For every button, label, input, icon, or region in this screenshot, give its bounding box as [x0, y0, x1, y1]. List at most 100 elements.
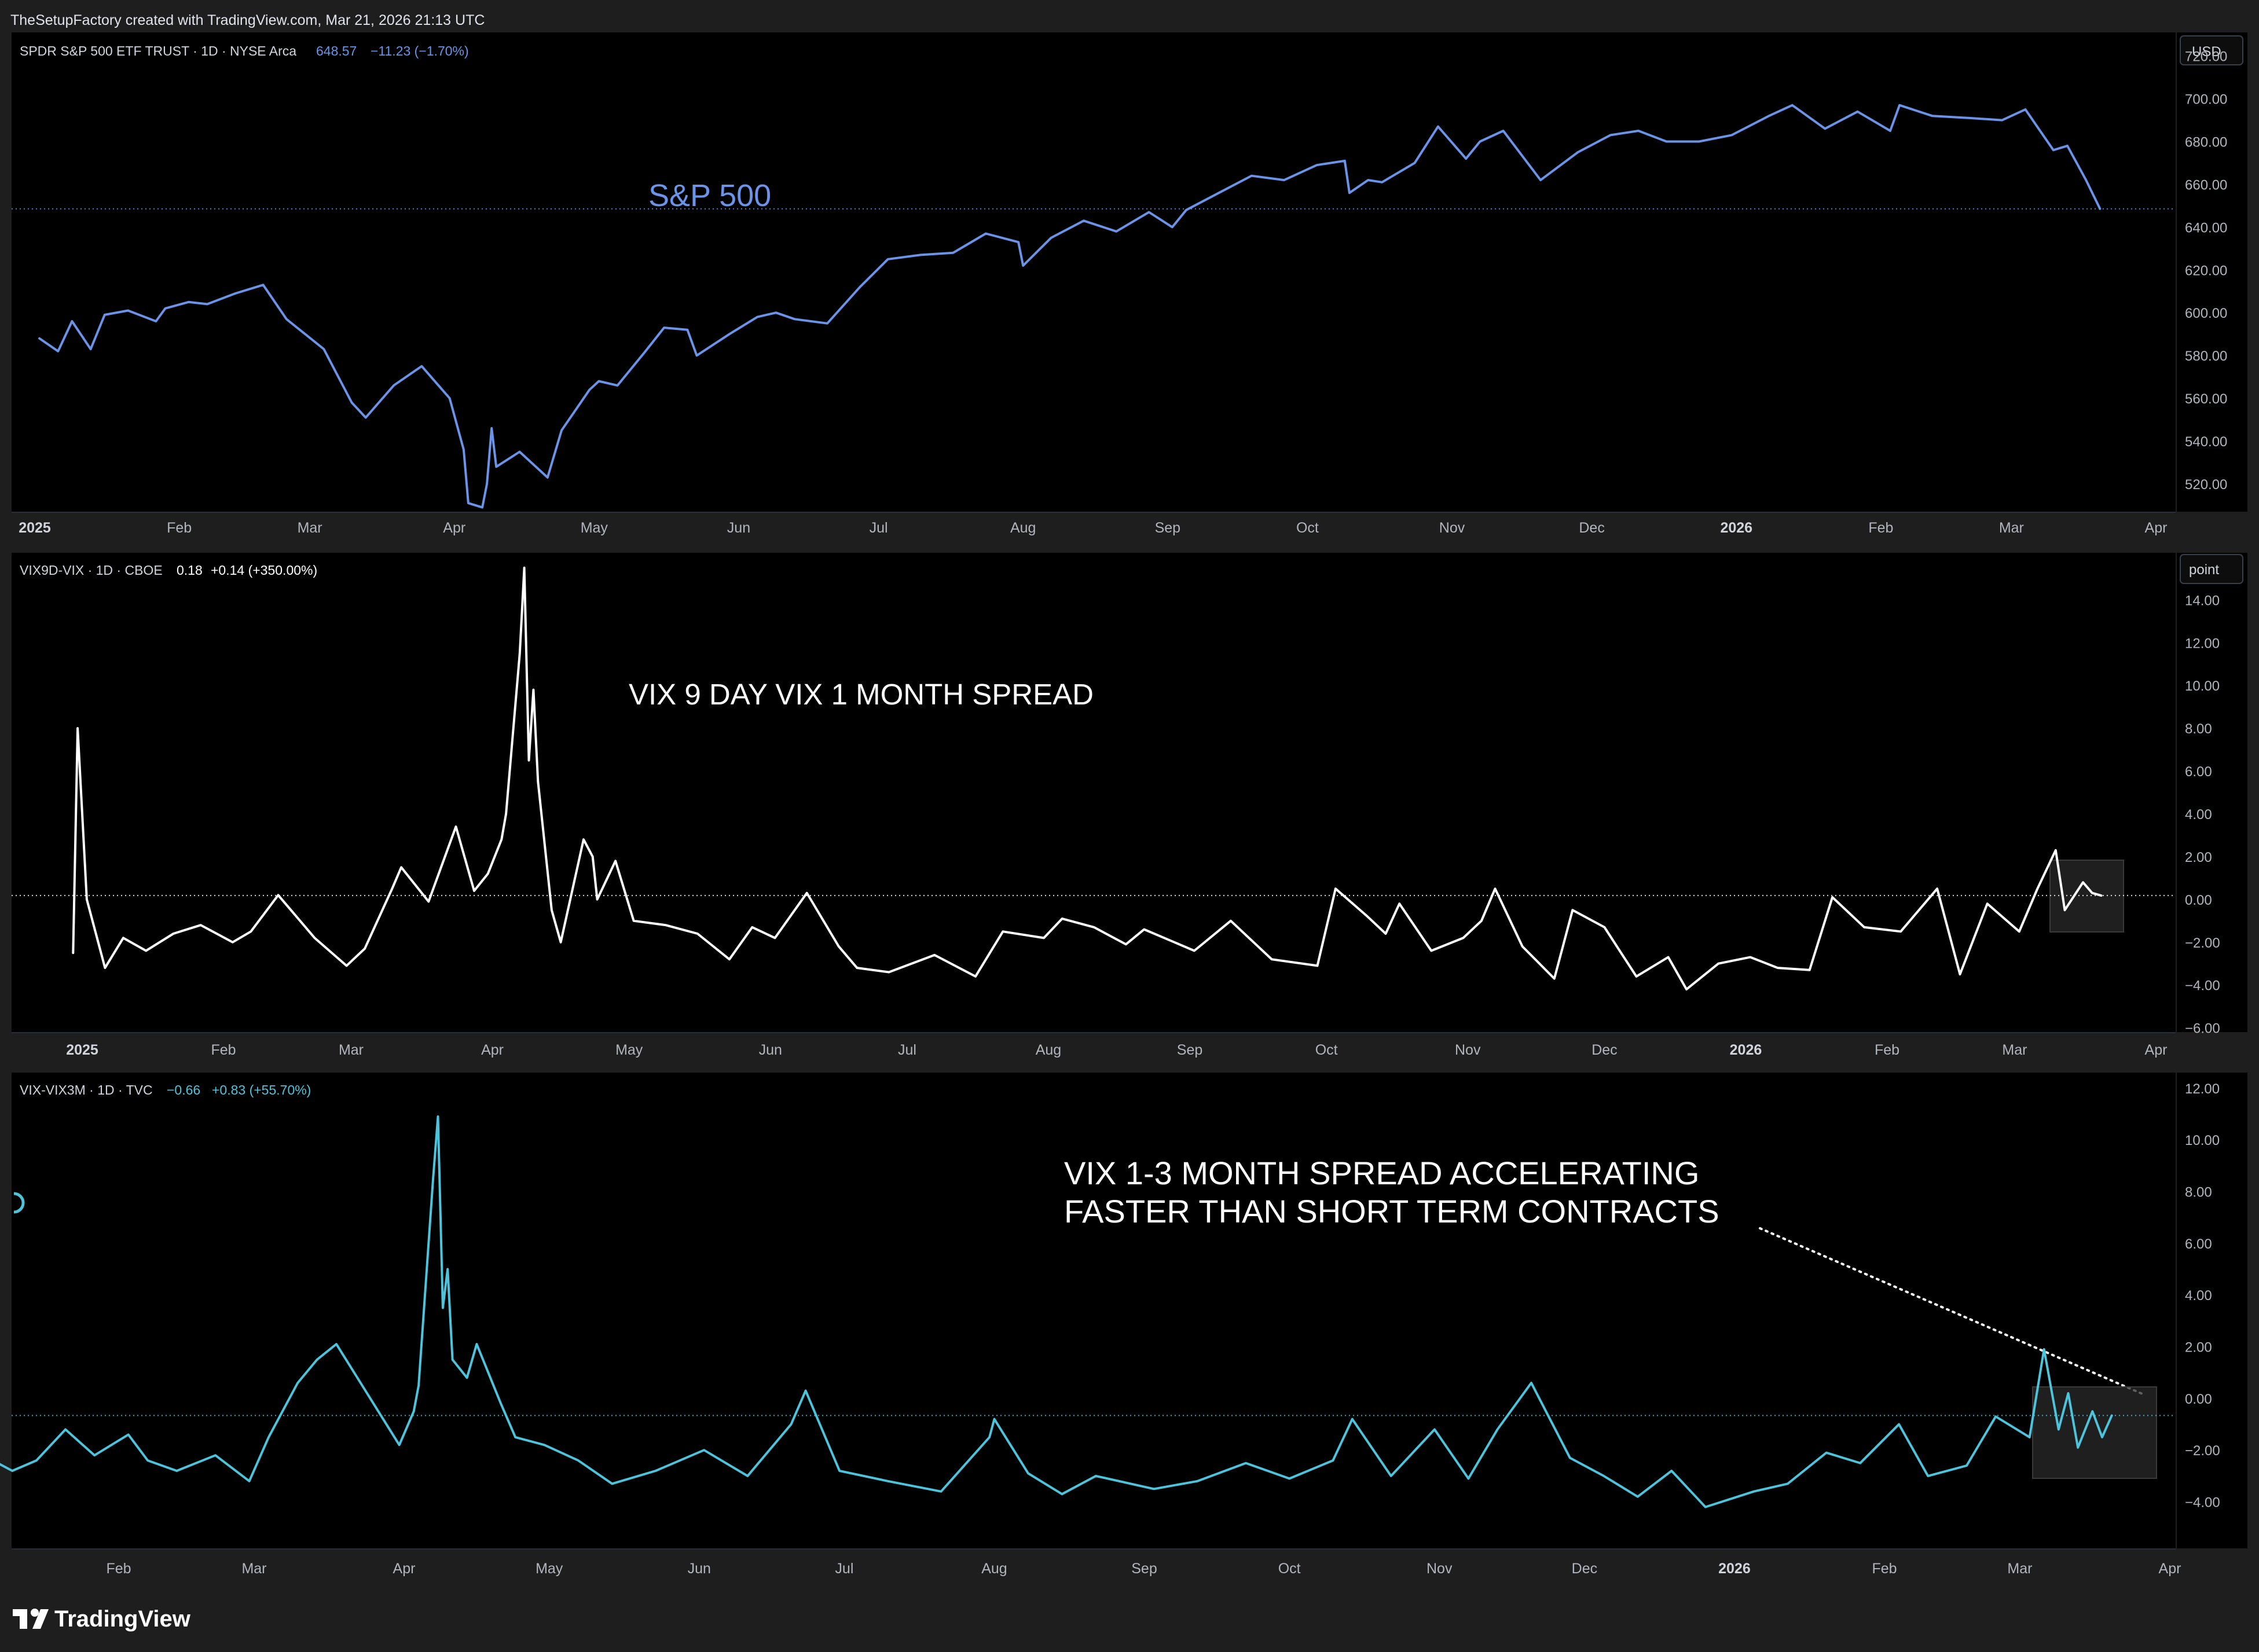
x-tick-label: Jul — [870, 520, 888, 536]
y-tick-label: 2.00 — [2185, 1340, 2212, 1356]
x-tick-label: 2025 — [66, 1042, 98, 1058]
x-tick-label: 2026 — [1720, 520, 1752, 536]
tv-logo-mark-slant — [32, 1609, 49, 1629]
y-tick-label: 700.00 — [2185, 92, 2227, 108]
pane-spy-scale — [2177, 32, 2247, 512]
x-tick-label: Aug — [1036, 1042, 1061, 1058]
y-tick-label: 0.00 — [2185, 893, 2212, 908]
y-tick-label: 720.00 — [2185, 49, 2227, 65]
x-tick-label: Feb — [211, 1042, 236, 1058]
pane-spy-legend-change: −11.23 (−1.70%) — [371, 43, 469, 58]
x-tick-label: Feb — [1875, 1042, 1899, 1058]
x-tick-label: Mar — [1999, 520, 2024, 536]
annotation-vix9d-spread: VIX 9 DAY VIX 1 MONTH SPREAD — [629, 678, 1094, 711]
x-tick-label: May — [536, 1561, 563, 1577]
x-tick-label: Apr — [481, 1042, 504, 1058]
pane-vix3m-series — [0, 1115, 2113, 1508]
pane-vix3m: VIX-VIX3M · 1D · TVC −0.66 +0.83 (+55.70… — [0, 1073, 2247, 1577]
y-tick-label: 6.00 — [2185, 1236, 2212, 1252]
pane-vix3m-legend-last: −0.66 — [167, 1082, 200, 1097]
x-tick-label: 2025 — [19, 520, 51, 536]
unit-button-point[interactable] — [2180, 554, 2243, 584]
x-tick-label: 2026 — [1730, 1042, 1762, 1058]
y-tick-label: 12.00 — [2185, 636, 2220, 651]
annotation-vix3m-pointer — [1759, 1227, 2146, 1396]
pane-vix3m-scale — [2177, 1073, 2247, 1548]
x-tick-label: Feb — [167, 520, 192, 536]
unit-button-usd[interactable] — [2180, 35, 2243, 65]
x-tick-label: Oct — [1296, 520, 1319, 536]
annotation-vix3m-line-1: VIX 1-3 MONTH SPREAD ACCELERATING — [1064, 1155, 1699, 1191]
x-tick-label: Oct — [1315, 1042, 1338, 1058]
x-tick-label: Dec — [1591, 1042, 1617, 1058]
x-tick-label: Jul — [898, 1042, 916, 1058]
y-tick-label: 12.00 — [2185, 1081, 2220, 1097]
pane-spy-x-ticks: 2025 Feb Mar Apr May Jun Jul Aug Sep Oct Nov Dec 202… — [19, 520, 2167, 536]
y-tick-label: 6.00 — [2185, 764, 2212, 780]
x-tick-label: Feb — [1868, 520, 1893, 536]
pane-vix9d-scale — [2177, 553, 2247, 1032]
y-tick-label: 2.00 — [2185, 850, 2212, 865]
vix3m-highlight-box — [2032, 1386, 2157, 1479]
x-tick-label: Sep — [1131, 1561, 1157, 1577]
pane-vix9d-background — [12, 553, 2176, 1032]
header-credit: TheSetupFactory created with TradingView… — [10, 12, 485, 28]
x-tick-label: Jun — [688, 1561, 711, 1577]
y-tick-label: 4.00 — [2185, 1288, 2212, 1304]
unit-button-point-label: point — [2189, 562, 2219, 578]
unit-button-usd-label: USD — [2192, 44, 2221, 60]
x-tick-label: Jul — [835, 1561, 853, 1577]
pane-vix9d-series — [72, 566, 2103, 991]
y-tick-label: 560.00 — [2185, 391, 2227, 407]
x-tick-label: Mar — [2002, 1042, 2027, 1058]
y-tick-label: 680.00 — [2185, 135, 2227, 150]
x-tick-label: Apr — [2145, 1042, 2168, 1058]
y-tick-label: −4.00 — [2185, 1495, 2220, 1511]
pane-spy-legend-last: 648.57 — [316, 43, 357, 58]
y-tick-label: 620.00 — [2185, 263, 2227, 278]
pane-vix9d-x-ticks: 2025 Feb Mar Apr May Jun Jul Aug Sep Oct Nov Dec 202… — [66, 1042, 2167, 1058]
y-tick-label: 4.00 — [2185, 807, 2212, 823]
pane-vix9d-y-ticks: 14.00 12.00 10.00 8.00 6.00 4.00 2.00 0.00 −2.00… — [2185, 593, 2220, 1036]
y-tick-label: 640.00 — [2185, 220, 2227, 236]
pane-vix9d-legend-change: +0.14 (+350.00%) — [211, 563, 317, 578]
x-tick-label: Apr — [443, 520, 465, 536]
tv-logo-mark-stem — [20, 1609, 27, 1629]
x-tick-label: Aug — [1010, 520, 1036, 536]
x-tick-label: Sep — [1177, 1042, 1202, 1058]
x-tick-label: May — [581, 520, 608, 536]
y-tick-label: 660.00 — [2185, 177, 2227, 193]
x-tick-label: Jun — [727, 520, 750, 536]
pane-spy-legend-symbol: SPDR S&P 500 ETF TRUST · 1D · NYSE Arca — [20, 43, 296, 58]
pane-vix3m-legend-change: +0.83 (+55.70%) — [212, 1082, 311, 1097]
pane-spy-series — [38, 104, 2102, 509]
x-tick-label: Dec — [1572, 1561, 1597, 1577]
y-tick-label: 600.00 — [2185, 306, 2227, 321]
footer-brand: TradingView — [54, 1606, 191, 1632]
x-tick-label: Sep — [1155, 520, 1180, 536]
series-line — [38, 104, 2102, 509]
pane-vix9d: VIX9D-VIX · 1D · CBOE 0.18 +0.14 (+350.0… — [12, 553, 2247, 1058]
y-tick-label: −2.00 — [2185, 1443, 2220, 1459]
x-tick-label: Nov — [1455, 1042, 1481, 1058]
x-tick-label: Apr — [2159, 1561, 2181, 1577]
y-tick-label: 10.00 — [2185, 678, 2220, 694]
x-tick-label: Apr — [393, 1561, 416, 1577]
pane-spy: SPDR S&P 500 ETF TRUST · 1D · NYSE Arca … — [12, 32, 2247, 536]
x-tick-label: Mar — [2007, 1561, 2032, 1577]
x-tick-label: Apr — [2145, 520, 2168, 536]
pane-vix3m-legend-symbol: VIX-VIX3M · 1D · TVC — [20, 1082, 153, 1097]
series-line — [0, 1115, 2113, 1508]
pane-vix9d-legend-symbol: VIX9D-VIX · 1D · CBOE — [20, 563, 163, 578]
annotation-vix3m-line-2: FASTER THAN SHORT TERM CONTRACTS — [1064, 1193, 1719, 1229]
pane-vix3m-x-ticks: Feb Mar Apr May Jun Jul Aug Sep Oct Nov Dec 2026 Feb… — [106, 1561, 2181, 1577]
x-tick-label: Feb — [1872, 1561, 1897, 1577]
pane-vix3m-y-ticks: 12.00 10.00 8.00 6.00 4.00 2.00 0.00 −2.00 −4.00 — [2185, 1081, 2220, 1511]
series-line — [72, 566, 2103, 991]
x-tick-label: Oct — [1278, 1561, 1301, 1577]
tradingview-logo[interactable]: TradingView — [13, 1606, 191, 1632]
y-tick-label: 14.00 — [2185, 593, 2220, 608]
y-tick-label: 0.00 — [2185, 1392, 2212, 1407]
y-tick-label: 8.00 — [2185, 1185, 2212, 1201]
